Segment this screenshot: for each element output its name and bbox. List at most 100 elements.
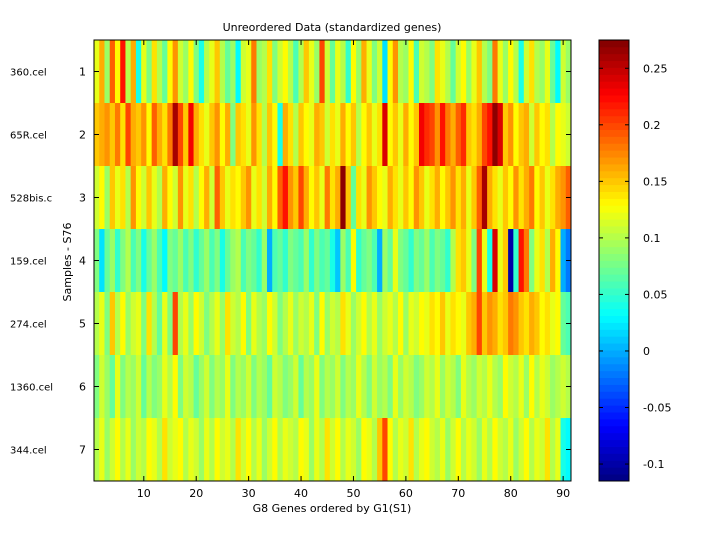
heat-cell xyxy=(413,418,420,482)
heat-cell xyxy=(308,166,315,230)
heat-cell xyxy=(214,229,221,293)
heat-cell xyxy=(146,166,153,230)
heat-cell xyxy=(429,40,436,104)
heat-cell xyxy=(413,166,420,230)
colorbar-swatch xyxy=(599,198,629,206)
heat-cell xyxy=(135,103,142,167)
heat-cell xyxy=(335,292,341,356)
heat-cell xyxy=(350,166,357,230)
heat-cell xyxy=(287,103,294,167)
heat-cell xyxy=(204,355,210,419)
heat-cell xyxy=(340,103,346,167)
heat-cell xyxy=(460,355,467,419)
heat-cell xyxy=(272,292,278,356)
heat-cell xyxy=(156,166,163,230)
x-tick-label: 80 xyxy=(504,487,518,500)
heat-cell xyxy=(408,40,415,104)
heat-cell xyxy=(534,355,540,419)
heat-cell xyxy=(219,229,226,293)
heat-cell xyxy=(156,103,163,167)
heat-cell xyxy=(387,418,394,482)
heat-cell xyxy=(398,40,404,104)
heat-cell xyxy=(235,229,242,293)
heat-cell xyxy=(487,103,493,167)
row-label: 159.cel xyxy=(10,257,47,268)
heat-cell xyxy=(225,103,231,167)
heat-cell xyxy=(214,355,221,419)
heat-cell xyxy=(240,292,247,356)
heat-cell xyxy=(497,229,504,293)
heat-cell xyxy=(398,103,404,167)
heat-cell xyxy=(345,229,352,293)
heat-cell xyxy=(135,40,142,104)
colorbar-tick-label: 0.2 xyxy=(643,119,661,132)
heat-cell xyxy=(214,292,221,356)
heat-cell xyxy=(460,40,467,104)
heat-cell xyxy=(481,103,488,167)
heat-cell xyxy=(240,229,247,293)
heat-cell xyxy=(361,103,367,167)
heat-cell xyxy=(377,103,383,167)
heat-cell xyxy=(550,355,556,419)
heat-cell xyxy=(314,292,320,356)
heat-cell xyxy=(523,355,530,419)
heat-cell xyxy=(266,40,273,104)
heat-cell xyxy=(261,355,268,419)
heat-cell xyxy=(413,229,420,293)
heat-cell xyxy=(266,292,273,356)
heat-cell xyxy=(156,40,163,104)
heat-cell xyxy=(146,418,153,482)
heat-cell xyxy=(429,292,436,356)
heat-cell xyxy=(345,418,352,482)
y-axis-label: Samples - S76 xyxy=(61,223,74,302)
heat-cell xyxy=(539,355,546,419)
heat-cell xyxy=(508,355,514,419)
heat-cell xyxy=(455,418,462,482)
heat-cell xyxy=(523,229,530,293)
heat-cell xyxy=(445,40,451,104)
heat-cell xyxy=(214,418,221,482)
heat-cell xyxy=(324,166,331,230)
heat-cell xyxy=(403,418,409,482)
heat-cell xyxy=(130,292,137,356)
heat-cell xyxy=(408,103,415,167)
heat-cell xyxy=(293,292,299,356)
heat-cell xyxy=(529,166,535,230)
heat-cell xyxy=(345,355,352,419)
heat-cell xyxy=(135,229,142,293)
heat-cell xyxy=(261,103,268,167)
heat-cell xyxy=(345,166,352,230)
heat-cell xyxy=(172,40,179,104)
heat-cell xyxy=(450,418,457,482)
colorbar-swatch xyxy=(599,398,629,406)
heat-cell xyxy=(424,355,430,419)
heat-cell xyxy=(544,40,551,104)
y-tick-label: 5 xyxy=(79,318,86,331)
heat-cell xyxy=(387,229,394,293)
heat-cell xyxy=(340,418,346,482)
heat-cell xyxy=(235,166,242,230)
heat-cell xyxy=(130,355,137,419)
heat-cell xyxy=(225,166,231,230)
heat-cell xyxy=(361,166,367,230)
heat-cell xyxy=(261,166,268,230)
heat-cell xyxy=(424,40,430,104)
y-tick-label: 2 xyxy=(79,129,86,142)
colorbar-swatch xyxy=(599,446,629,454)
heat-cell xyxy=(99,292,105,356)
heat-cell xyxy=(366,355,373,419)
colorbar-swatch xyxy=(599,60,629,68)
heat-cell xyxy=(235,40,242,104)
heat-cell xyxy=(272,103,278,167)
heat-cell xyxy=(204,166,210,230)
heat-cell xyxy=(104,166,111,230)
heat-cell xyxy=(266,166,273,230)
heat-cell xyxy=(413,40,420,104)
heat-cell xyxy=(434,418,441,482)
heat-cell xyxy=(460,418,467,482)
heat-cell xyxy=(141,103,147,167)
heat-cell xyxy=(445,166,451,230)
heat-cell xyxy=(529,40,535,104)
heat-cell xyxy=(172,418,179,482)
heat-cell xyxy=(130,166,137,230)
